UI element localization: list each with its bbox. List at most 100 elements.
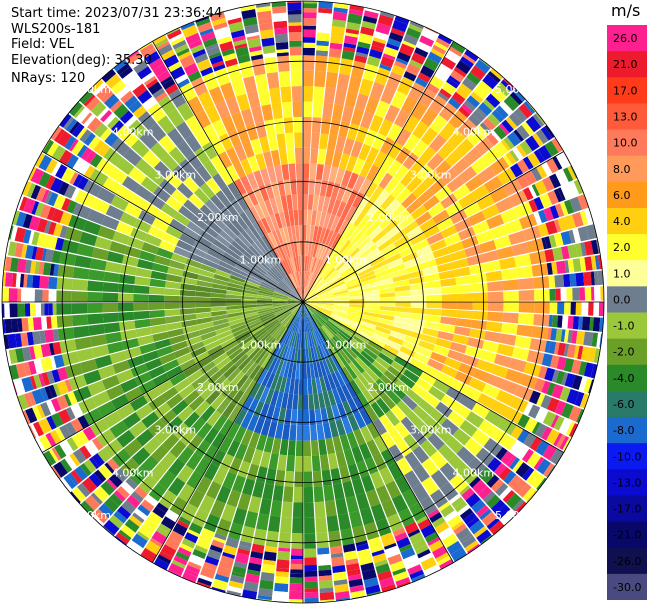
range-gate — [183, 411, 200, 429]
range-gate — [235, 374, 249, 390]
range-gate — [152, 331, 169, 342]
colorbar-tick-label: -8.0 — [613, 424, 634, 437]
range-gate — [119, 128, 139, 148]
range-gate — [252, 528, 267, 546]
range-gate — [176, 140, 194, 159]
range-gate — [516, 159, 530, 174]
range-gate — [304, 564, 318, 572]
range-gate — [394, 15, 410, 25]
range-gate — [276, 133, 287, 150]
range-gate — [307, 332, 313, 348]
range-gate — [261, 37, 275, 47]
range-gate — [104, 438, 124, 458]
range-gate — [53, 354, 65, 369]
range-gate — [59, 251, 77, 266]
range-gate — [230, 389, 245, 406]
range-gate — [19, 273, 25, 288]
range-gate — [466, 71, 481, 86]
range-gate — [490, 68, 504, 81]
range-gate — [199, 532, 213, 544]
range-gate — [287, 14, 302, 23]
range-gate — [341, 417, 353, 434]
range-gate — [446, 540, 463, 555]
range-gate — [309, 409, 316, 426]
range-gate — [454, 500, 468, 513]
range-gate — [195, 380, 212, 395]
range-gate — [158, 134, 176, 153]
range-gate — [21, 244, 28, 258]
range-gate — [436, 217, 454, 232]
range-gate — [315, 516, 328, 534]
range-gate — [258, 88, 271, 106]
range-gate — [225, 202, 240, 219]
range-gate — [467, 543, 480, 554]
range-gate — [245, 247, 260, 261]
range-gate — [185, 452, 203, 471]
range-gate — [212, 318, 229, 326]
range-gate — [429, 94, 448, 115]
range-gate — [281, 312, 293, 325]
range-gate — [118, 311, 135, 322]
range-gate — [289, 46, 302, 56]
range-gate — [552, 156, 563, 170]
range-gate — [258, 17, 273, 25]
range-gate — [550, 355, 560, 369]
range-gate — [597, 254, 603, 270]
range-gate — [423, 365, 441, 379]
range-gate — [416, 515, 429, 525]
range-gate — [218, 333, 235, 345]
range-gate — [510, 163, 524, 178]
range-ring-label: 3.00km — [155, 168, 197, 181]
range-gate — [248, 431, 261, 449]
range-gate — [165, 195, 183, 212]
range-gate — [214, 573, 230, 583]
range-gate — [377, 14, 394, 27]
range-gate — [369, 255, 386, 267]
range-gate — [569, 196, 583, 213]
range-gate — [191, 375, 208, 390]
range-gate — [535, 129, 549, 145]
range-gate — [318, 439, 328, 456]
range-gate — [314, 281, 327, 293]
range-gate — [273, 292, 289, 299]
range-gate — [419, 217, 437, 232]
range-gate — [56, 303, 72, 315]
range-gate — [420, 524, 436, 538]
range-gate — [401, 192, 418, 209]
range-gate — [273, 306, 289, 314]
range-gate — [166, 416, 184, 433]
range-gate — [329, 278, 345, 288]
range-gate — [156, 379, 174, 395]
range-gate — [435, 337, 453, 349]
colorbar-unit: m/s — [611, 1, 641, 20]
range-gate — [219, 418, 234, 436]
range-gate — [392, 567, 407, 576]
range-gate — [503, 436, 517, 451]
range-gate — [212, 238, 228, 252]
range-gate — [328, 166, 339, 183]
range-gate — [411, 383, 428, 399]
range-gate — [560, 288, 567, 301]
range-gate — [561, 315, 569, 329]
range-gate — [304, 591, 319, 599]
range-gate — [214, 26, 230, 37]
range-gate — [545, 220, 558, 235]
range-gate — [375, 189, 390, 206]
range-gate — [403, 70, 417, 82]
range-gate — [288, 331, 296, 347]
range-gate — [463, 100, 476, 112]
range-gate — [354, 93, 369, 111]
range-gate — [458, 106, 471, 118]
range-gate — [415, 245, 433, 258]
range-gate — [514, 335, 532, 349]
range-gate — [245, 573, 260, 584]
range-gate — [432, 344, 450, 357]
range-gate — [396, 51, 411, 63]
range-gate — [358, 78, 374, 97]
range-gate — [215, 190, 230, 207]
range-gate — [111, 393, 130, 410]
range-gate — [315, 311, 328, 322]
range-gate — [268, 322, 282, 335]
range-gate — [271, 230, 281, 246]
azimuth-spoke — [42, 301, 304, 453]
